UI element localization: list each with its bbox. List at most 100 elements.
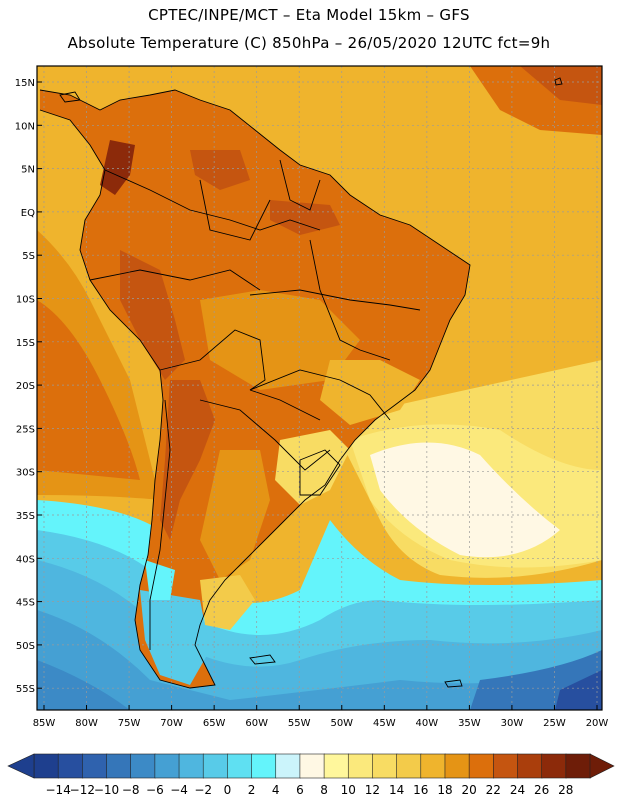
lon-label: 50W: [330, 718, 353, 729]
lon-label: 80W: [75, 718, 98, 729]
colorbar-label: 12: [365, 783, 380, 797]
lat-label: 35S: [16, 511, 35, 522]
lon-label: 30W: [501, 718, 524, 729]
colorbar-label: 28: [558, 783, 573, 797]
colorbar-label: −12: [70, 783, 95, 797]
border-argentina-north: [199, 399, 331, 471]
colorbar-label: 4: [272, 783, 280, 797]
argentina-interior: [200, 450, 270, 580]
lon-label: 55W: [288, 718, 311, 729]
colorbar-label: 10: [341, 783, 356, 797]
map-frame: [36, 65, 603, 711]
colorbar-swatch: [130, 753, 156, 779]
lat-label: 45S: [16, 598, 35, 609]
lon-label: 45W: [373, 718, 396, 729]
lon-label: 40W: [416, 718, 439, 729]
colorbar-swatch: [565, 753, 591, 779]
border-brazil-states-1: [249, 289, 421, 311]
border-brazil-states-2: [309, 239, 391, 361]
lat-label: 25S: [16, 424, 35, 435]
colorbar-swatch: [154, 753, 180, 779]
colorbar-label: 0: [224, 783, 232, 797]
cold-band-4: [37, 610, 602, 710]
border-bolivia: [159, 329, 266, 391]
caribbean-island-1: [59, 91, 81, 103]
colorbar-swatch: [227, 753, 253, 779]
colorbar-label: −2: [194, 783, 212, 797]
south-georgia: [444, 679, 463, 688]
andes-hot-peru: [120, 250, 185, 380]
border-peru-brazil: [89, 269, 261, 291]
lon-label: 20W: [586, 718, 609, 729]
colorbar-label: 14: [389, 783, 404, 797]
coastline: [39, 89, 471, 689]
colorbar-swatch: [541, 753, 567, 779]
lon-label: 75W: [118, 718, 141, 729]
lon-label: 25W: [543, 718, 566, 729]
border-paraguay: [249, 389, 321, 421]
hot-venezuela: [190, 150, 250, 190]
colorbar: [7, 753, 615, 779]
patagonia-south: [140, 590, 210, 685]
colorbar-arrow-left: [7, 753, 35, 779]
lat-label: 5N: [21, 165, 35, 176]
colorbar-swatch: [178, 753, 205, 779]
lat-label: 50S: [16, 641, 35, 652]
colorbar-swatch: [372, 753, 398, 779]
colorbar-label: 2: [248, 783, 256, 797]
south-america-land: [40, 90, 470, 688]
pacific-warmer: [37, 300, 140, 480]
caribbean-island-2: [554, 77, 563, 86]
lon-label: 85W: [33, 718, 56, 729]
border-venezuela: [199, 179, 271, 241]
lat-label: 10S: [16, 295, 35, 306]
lon-label: 70W: [160, 718, 183, 729]
hot-guiana: [270, 200, 340, 235]
lat-label: 15S: [16, 338, 35, 349]
falkland-islands: [249, 654, 276, 665]
chart-title-line-1: CPTEC/INPE/MCT – Eta Model 15km – GFS: [148, 6, 470, 24]
map-field: [37, 66, 602, 710]
chile-south-cold: [145, 560, 175, 600]
lon-label: 65W: [203, 718, 226, 729]
andes-hot-north: [100, 140, 135, 195]
latitude-labels: 15N 10N 5N EQ 5S 10S 15S 20S 25S 30S 35S 40S 45S 50S 5…: [15, 78, 42, 695]
lon-label: 35W: [458, 718, 481, 729]
longitude-labels: 85W 80W 75W 70W 65W 60W 55W 50W 45W 40W 35W 30W 25W 2…: [33, 705, 609, 729]
colorbar-label: 22: [486, 783, 501, 797]
lat-label: 20S: [16, 381, 35, 392]
colorbar-swatch: [202, 753, 229, 779]
chart-title-line-2: Absolute Temperature (C) 850hPa – 26/05/…: [67, 34, 551, 52]
brazil-interior: [200, 290, 360, 390]
colorbar-swatch: [57, 753, 84, 779]
cold-band-5: [37, 660, 130, 710]
colorbar-label: −8: [122, 783, 140, 797]
uruguay-region: [275, 430, 350, 505]
border-uruguay: [299, 449, 341, 496]
andes-hot-south: [160, 380, 215, 540]
colorbar-label: 26: [534, 783, 549, 797]
colorbar-swatch: [275, 753, 301, 779]
lat-label: EQ: [21, 208, 35, 219]
colorbar-label: −14: [46, 783, 71, 797]
lon-label: 60W: [245, 718, 268, 729]
border-guyana: [279, 159, 321, 211]
colorbar-swatch: [82, 753, 108, 779]
colorbar-label: −6: [146, 783, 164, 797]
colorbar-swatch: [420, 753, 446, 779]
border-brazil-states-3: [249, 369, 391, 421]
colorbar-swatch: [493, 753, 519, 779]
colorbar-label: 24: [510, 783, 525, 797]
colorbar-arrow-right: [589, 753, 615, 779]
patagonia-north: [200, 575, 255, 630]
lat-label: 30S: [16, 468, 35, 479]
cold-band-7: [555, 670, 602, 710]
southeast-brazil: [320, 360, 420, 425]
colorbar-label: 16: [413, 783, 428, 797]
lat-label: 40S: [16, 554, 35, 565]
cream-band: [370, 442, 560, 558]
colorbar-swatch: [468, 753, 495, 779]
colorbar-labels: −14−12−10 −8 −6 −4 −2 0 2 4 6 8 10 12 14 16 18 20 22 24 26…: [46, 783, 574, 797]
colorbar-label: 6: [296, 783, 304, 797]
lat-label: 5S: [22, 251, 35, 262]
